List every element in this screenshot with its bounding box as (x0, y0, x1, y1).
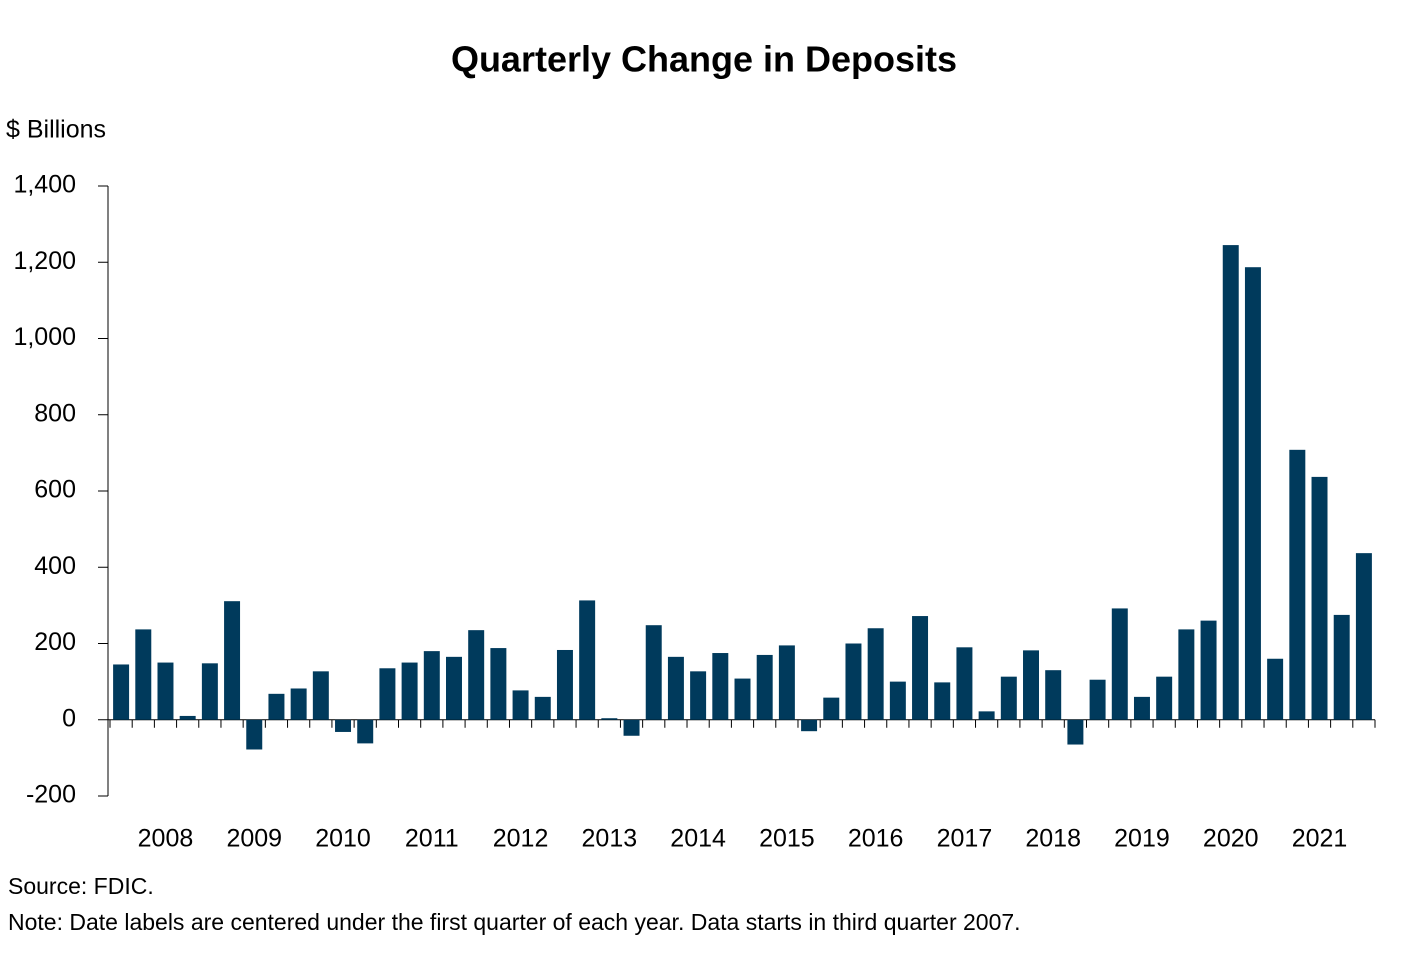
bar (889, 681, 906, 720)
y-tick-label: -200 (26, 781, 76, 809)
bar (468, 630, 485, 720)
bar (423, 651, 440, 720)
bar (978, 711, 995, 720)
bar (1178, 629, 1195, 720)
bar (357, 719, 374, 744)
x-tick-label: 2019 (1114, 825, 1170, 853)
bar (623, 719, 640, 736)
x-tick-label: 2013 (582, 825, 638, 853)
x-tick-label: 2011 (405, 825, 459, 853)
x-tick-label: 2020 (1203, 825, 1259, 853)
bar (956, 647, 973, 720)
note: Note: Date labels are centered under the… (8, 909, 1021, 935)
x-tick-label: 2012 (493, 825, 549, 853)
bar (446, 656, 462, 720)
bar (1244, 267, 1261, 720)
bar (224, 601, 241, 720)
bar (1333, 614, 1350, 720)
bar (601, 718, 618, 720)
bar (335, 719, 352, 732)
x-tick-label: 2021 (1292, 825, 1348, 853)
bar (645, 625, 662, 720)
bar (379, 668, 396, 720)
bar (246, 719, 263, 750)
x-tick-label: 2014 (670, 825, 726, 853)
bar (290, 688, 307, 720)
bar (756, 654, 773, 720)
bar (823, 697, 840, 720)
bar (934, 682, 951, 720)
y-axis-label: $ Billions (6, 116, 106, 144)
bar (1200, 620, 1217, 720)
x-tick-label: 2018 (1025, 825, 1081, 853)
bar (778, 645, 795, 720)
x-tick-label: 2010 (315, 825, 371, 853)
bar (1111, 608, 1128, 720)
bar (1311, 476, 1328, 720)
y-tick-label: 0 (62, 704, 76, 732)
bar (1067, 719, 1084, 745)
bar (690, 671, 707, 720)
bar (912, 616, 929, 720)
y-tick-label: 1,000 (13, 323, 76, 351)
bar (556, 649, 573, 720)
bar (867, 628, 884, 720)
y-tick-label: 600 (34, 476, 76, 504)
bar (734, 678, 751, 720)
bar (1089, 679, 1106, 720)
bar (490, 648, 507, 720)
x-tick-label: 2009 (226, 825, 282, 853)
y-tick-label: 400 (34, 552, 76, 580)
y-tick-label: 1,400 (13, 171, 76, 199)
x-tick-label: 2008 (138, 825, 194, 853)
y-tick-label: 1,200 (13, 247, 76, 275)
bar (512, 690, 529, 720)
x-tick-label: 2015 (759, 825, 815, 853)
bar (1355, 553, 1372, 720)
bar (845, 643, 862, 720)
y-tick-label: 800 (34, 399, 76, 427)
chart-title: Quarterly Change in Deposits (451, 39, 957, 80)
bar (113, 664, 130, 720)
bar (135, 629, 152, 720)
bar (1267, 658, 1284, 720)
y-tick-label: 200 (34, 628, 76, 656)
bar (312, 671, 329, 720)
bar (1023, 650, 1039, 720)
bar (201, 663, 218, 720)
bar (1156, 676, 1173, 720)
bar (1133, 696, 1150, 720)
bar (157, 662, 174, 720)
bar (1045, 670, 1062, 720)
bar (534, 696, 551, 720)
bar (1289, 449, 1306, 720)
bar (1222, 245, 1239, 720)
bar (801, 719, 818, 732)
x-tick-label: 2017 (937, 825, 993, 853)
bar (712, 653, 729, 720)
bar (667, 656, 684, 720)
bar (179, 715, 196, 720)
bar (401, 662, 418, 720)
source: Source: FDIC. (8, 873, 154, 899)
bar (1000, 676, 1017, 720)
bar (579, 600, 596, 720)
bar (268, 693, 285, 720)
x-tick-label: 2016 (848, 825, 904, 853)
